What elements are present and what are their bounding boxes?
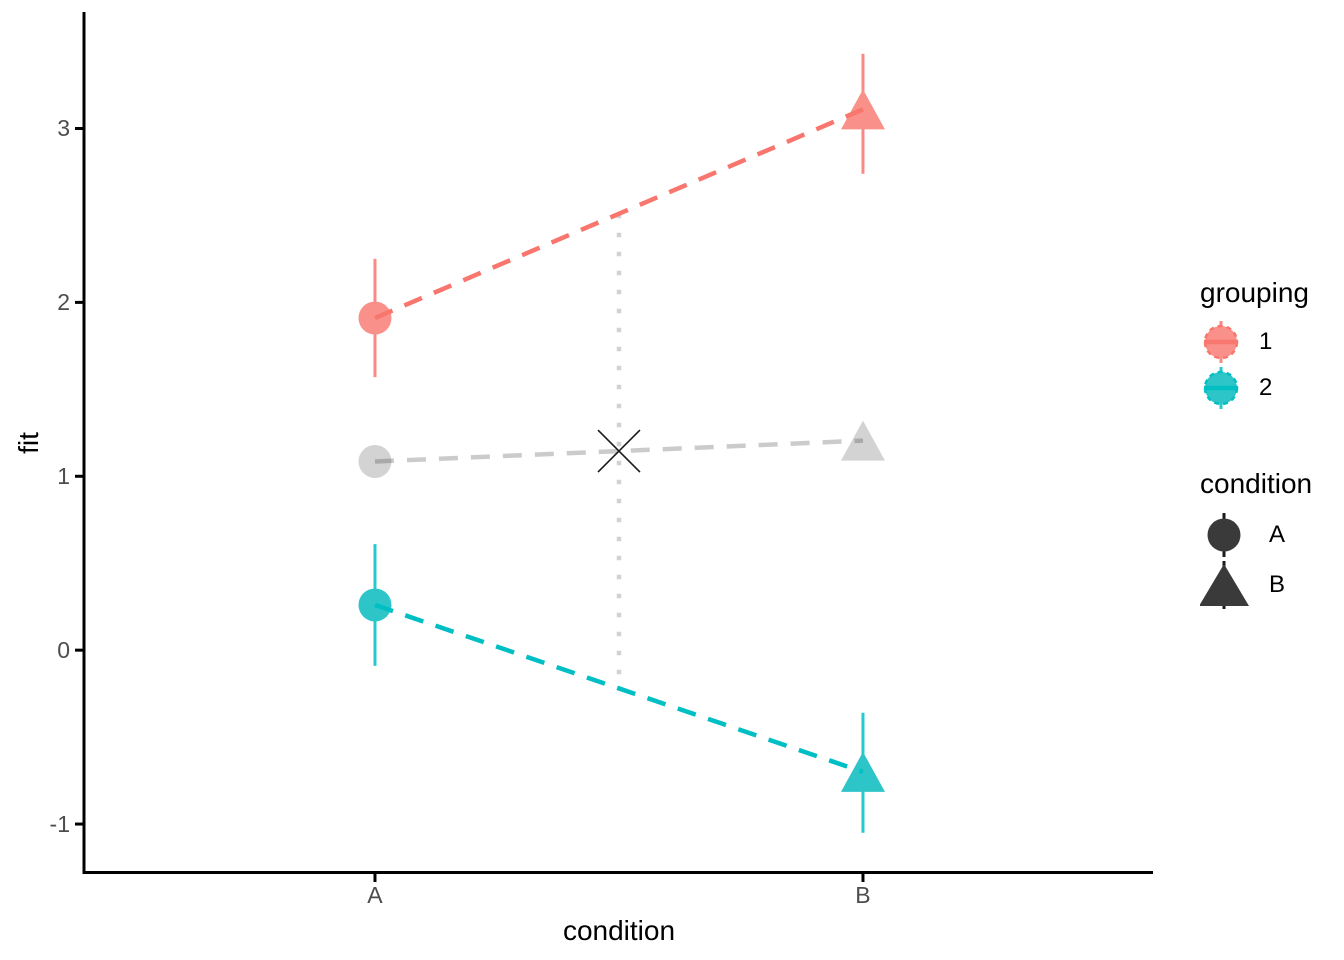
marker-condition-means-A <box>358 444 392 478</box>
line-grouping-2 <box>374 602 864 775</box>
line-grouping-1 <box>374 107 864 321</box>
legend-item-condition-b: B <box>1200 560 1344 610</box>
y-axis-tick-label: 3 <box>57 115 70 141</box>
line-condition-means <box>374 438 864 464</box>
condition-b-triangle-key-icon <box>1200 561 1249 609</box>
y-axis-tick-label: 1 <box>57 462 70 489</box>
legend: grouping 1 2 condition A <box>1200 276 1344 610</box>
marker-condition-means-B <box>840 420 885 461</box>
y-axis-tick-label: 0 <box>57 636 70 663</box>
y-axis-tick-label: 2 <box>57 288 70 315</box>
x-axis-tick-label: A <box>367 882 383 908</box>
x-axis-tick-label: B <box>855 882 871 908</box>
y-axis-tick-label: -1 <box>49 810 70 837</box>
legend-item-condition-a: A <box>1200 510 1344 560</box>
legend-label-grouping-2: 2 <box>1259 374 1273 401</box>
legend-grouping-title: grouping <box>1200 277 1309 308</box>
grand-mean-cross-marker <box>597 429 641 473</box>
legend-label-condition-b: B <box>1269 571 1286 598</box>
legend-item-grouping-2: 2 <box>1200 365 1344 411</box>
grouping-1-key-icon <box>1203 321 1239 363</box>
legend-item-grouping-1: 1 <box>1200 319 1344 365</box>
legend-condition-title: condition <box>1200 468 1313 499</box>
grouping-2-key-icon <box>1203 367 1239 409</box>
x-axis-title: condition <box>562 915 676 946</box>
condition-a-circle-key-icon <box>1207 513 1241 557</box>
legend-label-grouping-1: 1 <box>1259 328 1273 355</box>
legend-label-condition-a: A <box>1269 521 1286 548</box>
